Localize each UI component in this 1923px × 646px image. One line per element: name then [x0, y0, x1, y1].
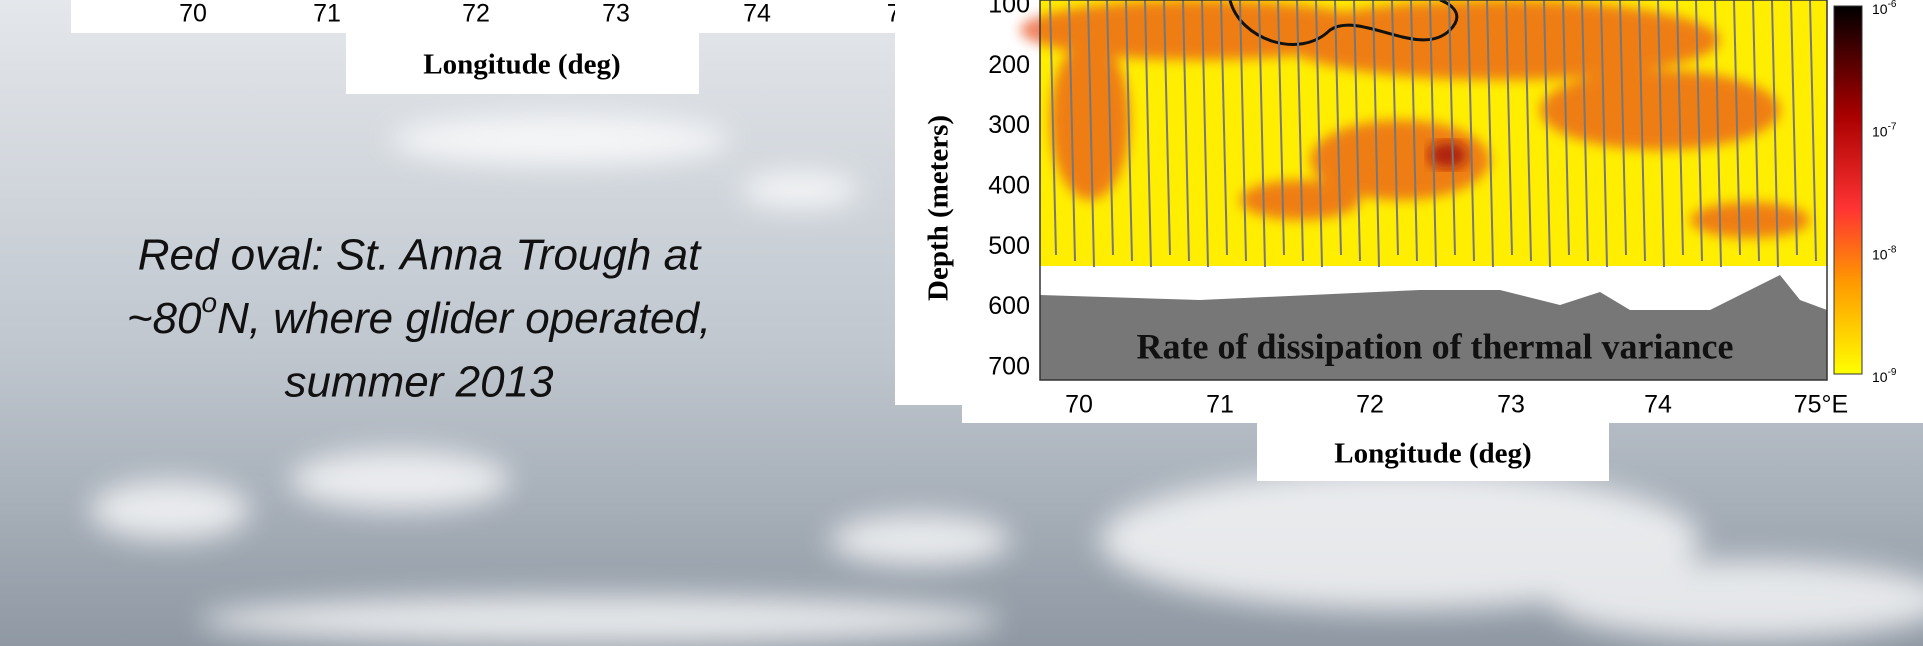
plot-frame — [1039, 0, 1828, 381]
glider-profile — [1087, 0, 1095, 268]
colorbar-tick-label: 10-9 — [1872, 367, 1897, 385]
glider-profile — [1353, 0, 1361, 262]
colorbar-tick-label: 10-8 — [1872, 244, 1897, 262]
glider-profile — [1296, 0, 1304, 262]
glider-profile — [1809, 0, 1817, 262]
overlay-title: Rate of dissipation of thermal variance — [1137, 326, 1734, 366]
heatmap — [1020, 0, 1827, 380]
y-tick-label: 600 — [988, 292, 1030, 320]
colorbar — [1833, 5, 1863, 375]
glider-profile — [1315, 0, 1323, 268]
glider-profile — [1600, 0, 1608, 268]
glider-profile — [1106, 0, 1114, 256]
x-axis-label: Longitude (deg) — [1334, 438, 1531, 470]
colorbar-base: 10 — [1872, 1, 1888, 17]
glider-profile — [1391, 0, 1399, 256]
x-tick-label: 75°E — [1794, 391, 1848, 419]
glider-profile — [1638, 0, 1646, 262]
x-axis-label: Longitude (deg) — [423, 49, 620, 81]
glider-profile — [1429, 0, 1437, 268]
x-tick-label: 74 — [743, 0, 771, 28]
glider-profile — [1676, 0, 1684, 256]
colorbar-exp: -9 — [1888, 367, 1897, 378]
y-tick-label: 200 — [988, 51, 1030, 79]
x-tick-label: 74 — [1644, 391, 1672, 419]
glider-profile — [1182, 0, 1190, 262]
glider-profile — [1543, 0, 1551, 268]
glider-profile — [1220, 0, 1228, 256]
y-tick-label: 700 — [988, 352, 1030, 380]
glider-profile — [1372, 0, 1380, 268]
caption-sup: o — [202, 287, 218, 318]
glider-profile — [1562, 0, 1570, 256]
x-tick-label: 71 — [1206, 391, 1234, 419]
colorbar-exp: -8 — [1888, 244, 1897, 255]
left-figure-bg — [71, 0, 969, 33]
glider-profile — [1581, 0, 1589, 262]
x-tick-label: 73 — [602, 0, 630, 28]
colorbar-base: 10 — [1872, 123, 1888, 139]
glider-profile — [1239, 0, 1247, 262]
glider-profile — [1486, 0, 1494, 268]
glider-profile — [1790, 0, 1798, 256]
glider-profile — [1619, 0, 1627, 256]
caption-line: ~80oN, where glider operated, — [127, 287, 711, 342]
colorbar-tick-label: 10-6 — [1872, 0, 1897, 17]
colorbar-exp: -6 — [1888, 0, 1897, 10]
glider-profile — [1201, 0, 1209, 268]
glider-profile — [1410, 0, 1418, 262]
right-tick-bg — [962, 405, 1923, 423]
glider-profile — [1144, 0, 1152, 268]
x-tick-label: 70 — [1065, 391, 1093, 419]
glider-profile — [1695, 0, 1703, 262]
glider-profile — [1049, 0, 1057, 256]
caption-text: ~80 — [127, 294, 202, 343]
glider-profile — [1448, 0, 1456, 256]
x-tick-label: 72 — [1356, 391, 1384, 419]
glider-profile — [1163, 0, 1171, 256]
colorbar-exp: -7 — [1888, 121, 1897, 132]
glider-profile — [1334, 0, 1342, 256]
y-tick-label: 500 — [988, 232, 1030, 260]
caption-line: Red oval: St. Anna Trough at — [138, 231, 702, 280]
glider-profile — [1752, 0, 1760, 262]
glider-profile — [1714, 0, 1722, 268]
caption-text: N, where glider operated, — [217, 294, 711, 343]
glider-profile — [1505, 0, 1513, 256]
glider-profile — [1524, 0, 1532, 262]
x-tick-label: 71 — [313, 0, 341, 28]
y-tick-label: 400 — [988, 172, 1030, 200]
x-tick-label: 72 — [462, 0, 490, 28]
ice — [90, 115, 1923, 645]
glider-profile — [1277, 0, 1285, 256]
caption-line: summer 2013 — [284, 358, 554, 407]
y-axis-label: Depth (meters) — [923, 115, 955, 301]
glider-profile — [1467, 0, 1475, 262]
glider-profile — [1657, 0, 1665, 268]
y-tick-label: 300 — [988, 111, 1030, 139]
x-tick-label: 73 — [1497, 391, 1525, 419]
left-label-bg — [346, 33, 699, 94]
colorbar-base: 10 — [1872, 246, 1888, 262]
glider-profile — [1068, 0, 1076, 262]
colorbar-base: 10 — [1872, 369, 1888, 385]
colorbar-tick-label: 10-7 — [1872, 121, 1897, 139]
glider-profile — [1258, 0, 1266, 268]
glider-profile — [1125, 0, 1133, 262]
right-label-bg — [1257, 423, 1609, 481]
glider-profile — [1771, 0, 1779, 268]
x-tick-label: 70 — [179, 0, 207, 28]
y-tick-label: 100 — [988, 0, 1030, 19]
glider-profile — [1733, 0, 1741, 256]
